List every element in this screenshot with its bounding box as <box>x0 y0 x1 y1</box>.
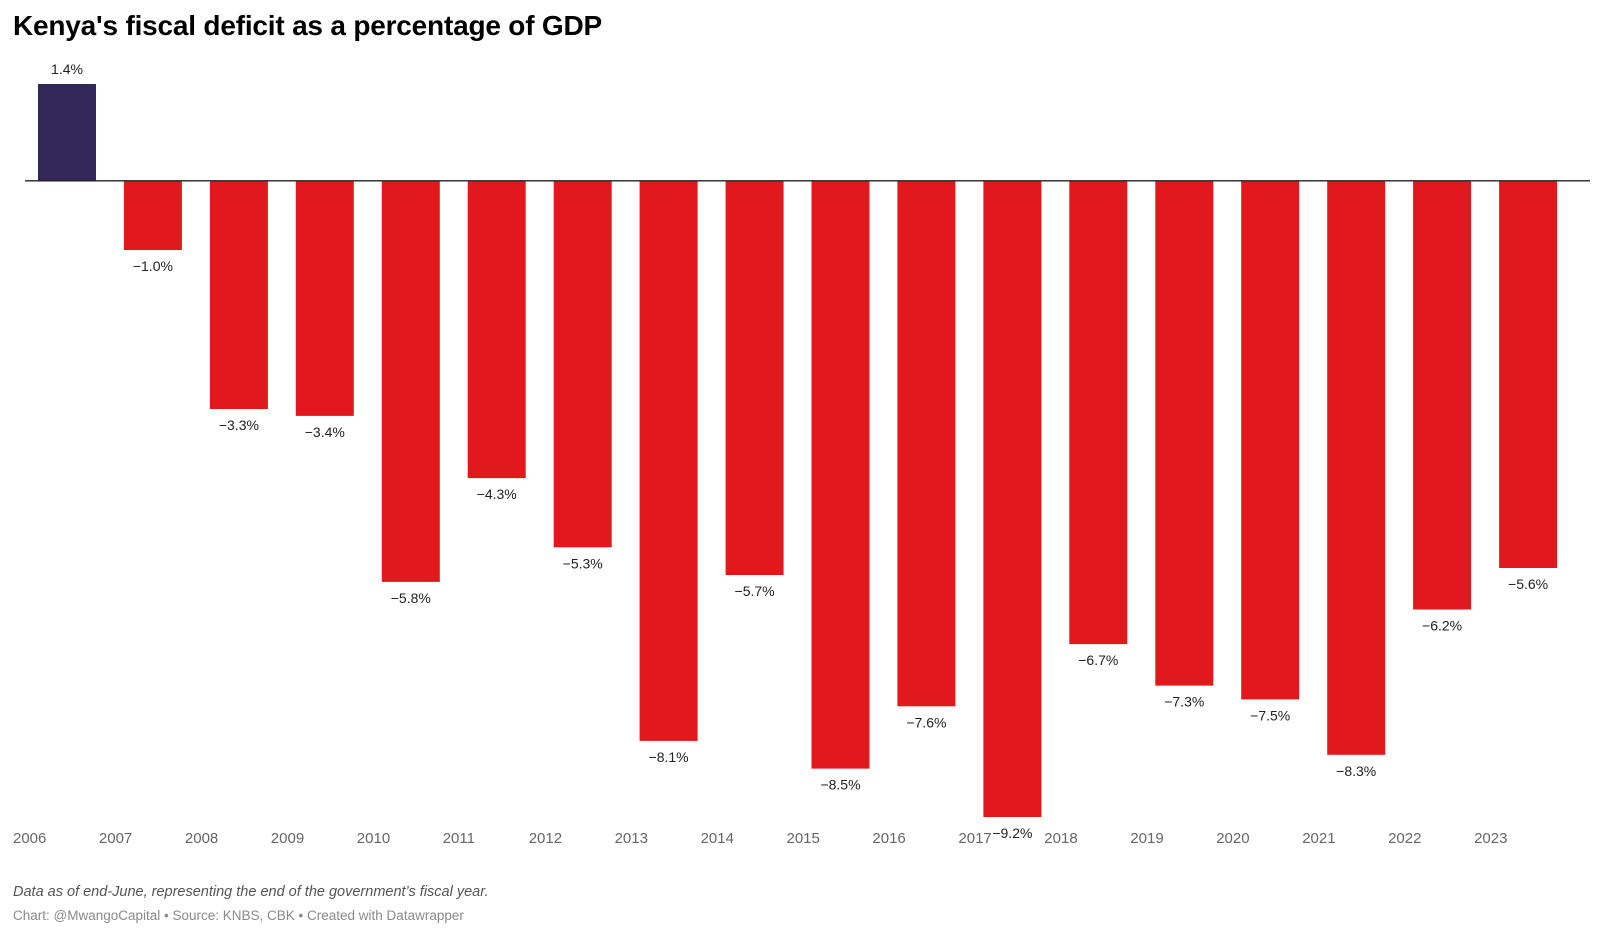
bar-2017 <box>983 180 1042 818</box>
x-tick-2023: 2023 <box>1474 830 1507 847</box>
bar-value-label-2016: −7.6% <box>906 714 946 730</box>
bar-value-label-2007: −1.0% <box>133 258 173 274</box>
x-tick-2014: 2014 <box>701 830 734 847</box>
bar-value-label-2011: −4.3% <box>477 486 517 502</box>
bar-2008 <box>209 180 268 409</box>
bar-value-label-2019: −7.3% <box>1164 694 1204 710</box>
x-tick-2016: 2016 <box>872 830 905 847</box>
bar-2020 <box>1241 180 1300 700</box>
x-tick-2021: 2021 <box>1302 830 1335 847</box>
bar-2019 <box>1155 180 1214 686</box>
x-tick-2010: 2010 <box>357 830 390 847</box>
bar-group <box>38 84 1558 818</box>
bar-2022 <box>1413 180 1472 610</box>
bar-value-labels: 1.4% −1.0% −3.3% −3.4% −5.8% −4.3% −5.3% −8.1% −… <box>51 61 1548 841</box>
bar-value-label-2010: −5.8% <box>391 590 431 606</box>
bar-value-label-2006: 1.4% <box>51 61 83 77</box>
bar-value-label-2012: −5.3% <box>563 555 603 571</box>
x-tick-2013: 2013 <box>615 830 648 847</box>
x-tick-2012: 2012 <box>529 830 562 847</box>
bar-2009 <box>295 180 354 416</box>
bar-value-label-2023: −5.6% <box>1508 576 1548 592</box>
chart-title: Kenya's fiscal deficit as a percentage o… <box>13 10 602 41</box>
x-tick-2022: 2022 <box>1388 830 1421 847</box>
bar-value-label-2022: −6.2% <box>1422 618 1462 634</box>
chart-note: Data as of end-June, representing the en… <box>13 884 489 900</box>
bar-2014 <box>725 180 784 576</box>
bar-2013 <box>639 180 698 741</box>
x-tick-2017: 2017 <box>958 830 991 847</box>
bar-value-label-2020: −7.5% <box>1250 707 1290 723</box>
bar-value-label-2008: −3.3% <box>219 417 259 433</box>
x-tick-2020: 2020 <box>1216 830 1249 847</box>
bar-value-label-2018: −6.7% <box>1078 652 1118 668</box>
bar-value-label-2015: −8.5% <box>820 777 860 793</box>
bar-2021 <box>1327 180 1386 755</box>
bar-2012 <box>553 180 612 548</box>
x-tick-2006: 2006 <box>13 830 46 847</box>
bar-value-label-2009: −3.4% <box>305 424 345 440</box>
bar-2018 <box>1069 180 1128 645</box>
bar-2015 <box>811 180 870 769</box>
bar-value-label-2014: −5.7% <box>735 583 775 599</box>
bar-value-label-2021: −8.3% <box>1336 763 1376 779</box>
chart-credits: Chart: @MwangoCapital • Source: KNBS, CB… <box>13 908 464 923</box>
bar-2007 <box>123 180 182 250</box>
bar-2010 <box>381 180 440 582</box>
x-axis-tick-labels: 2006 2007 2008 2009 2010 2011 2012 2013 2014 2015… <box>13 830 1507 847</box>
bar-chart: 1.4% −1.0% −3.3% −3.4% −5.8% −4.3% −5.3% −8.1% −… <box>13 61 1590 847</box>
x-tick-2015: 2015 <box>787 830 820 847</box>
bar-value-label-2013: −8.1% <box>649 749 689 765</box>
x-tick-2019: 2019 <box>1130 830 1163 847</box>
bar-2006 <box>38 84 96 181</box>
bar-2016 <box>897 180 956 707</box>
x-tick-2011: 2011 <box>443 830 475 847</box>
x-tick-2007: 2007 <box>99 830 132 847</box>
x-tick-2009: 2009 <box>271 830 304 847</box>
bar-2011 <box>467 180 526 479</box>
x-tick-2018: 2018 <box>1044 830 1077 847</box>
x-tick-2008: 2008 <box>185 830 218 847</box>
bar-value-label-2017: −9.2% <box>992 825 1032 841</box>
bar-2023 <box>1499 180 1558 569</box>
